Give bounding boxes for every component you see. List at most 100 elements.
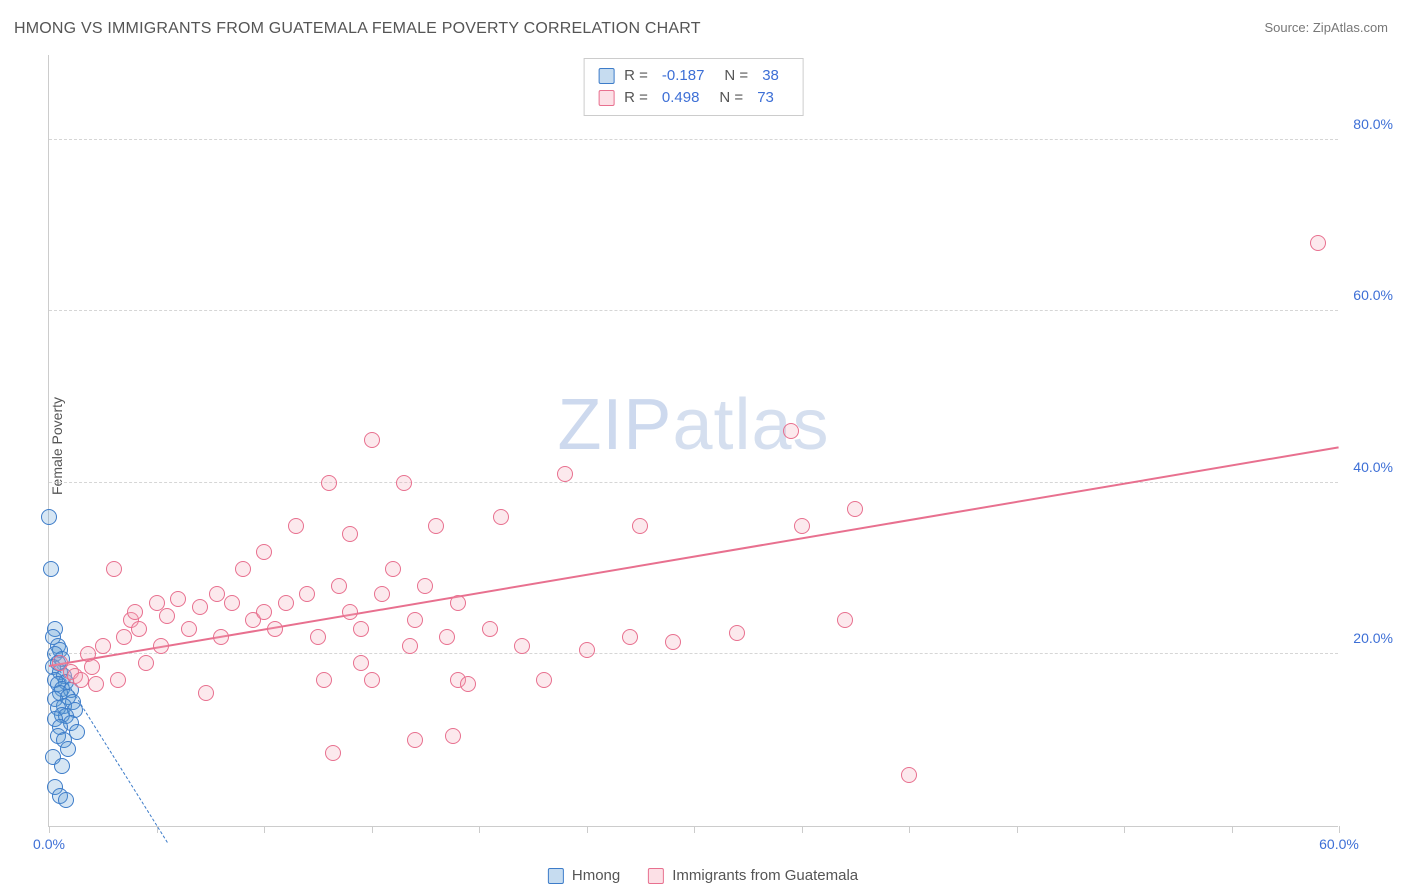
scatter-point — [316, 672, 332, 688]
scatter-point — [288, 518, 304, 534]
y-tick-label: 60.0% — [1353, 287, 1393, 303]
scatter-point — [901, 767, 917, 783]
scatter-point — [364, 672, 380, 688]
n-value: 73 — [757, 87, 774, 109]
scatter-point — [278, 595, 294, 611]
scatter-point — [428, 518, 444, 534]
scatter-point — [106, 561, 122, 577]
scatter-point — [192, 599, 208, 615]
scatter-point — [321, 475, 337, 491]
x-tick — [264, 826, 265, 833]
legend-swatch — [648, 868, 664, 884]
legend-item: Hmong — [548, 867, 620, 884]
scatter-point — [783, 423, 799, 439]
scatter-point — [138, 655, 154, 671]
scatter-point — [310, 629, 326, 645]
x-tick — [479, 826, 480, 833]
scatter-point — [665, 634, 681, 650]
scatter-point — [450, 595, 466, 611]
scatter-point — [209, 586, 225, 602]
scatter-point — [439, 629, 455, 645]
legend-label: Immigrants from Guatemala — [672, 867, 858, 884]
scatter-point — [84, 659, 100, 675]
scatter-point — [353, 655, 369, 671]
legend: Hmong Immigrants from Guatemala — [548, 867, 858, 884]
x-tick — [909, 826, 910, 833]
y-tick-label: 20.0% — [1353, 630, 1393, 646]
x-tick — [1017, 826, 1018, 833]
n-label: N = — [719, 87, 743, 109]
scatter-point — [256, 544, 272, 560]
scatter-point — [374, 586, 390, 602]
scatter-point — [43, 561, 59, 577]
scatter-point — [1310, 235, 1326, 251]
scatter-point — [235, 561, 251, 577]
scatter-point — [213, 629, 229, 645]
scatter-point — [364, 432, 380, 448]
source-attribution: Source: ZipAtlas.com — [1264, 20, 1388, 35]
scatter-point — [407, 732, 423, 748]
n-label: N = — [724, 65, 748, 87]
scatter-point — [170, 591, 186, 607]
scatter-point — [88, 676, 104, 692]
scatter-point — [402, 638, 418, 654]
scatter-point — [342, 604, 358, 620]
n-value: 38 — [762, 65, 779, 87]
scatter-point — [417, 578, 433, 594]
scatter-point — [837, 612, 853, 628]
x-tick — [49, 826, 50, 833]
x-tick — [372, 826, 373, 833]
scatter-point — [95, 638, 111, 654]
gridline — [49, 139, 1338, 140]
scatter-point — [482, 621, 498, 637]
legend-swatch — [548, 868, 564, 884]
legend-item: Immigrants from Guatemala — [648, 867, 858, 884]
r-value: 0.498 — [662, 87, 700, 109]
scatter-point — [353, 621, 369, 637]
r-label: R = — [624, 87, 648, 109]
chart-title: HMONG VS IMMIGRANTS FROM GUATEMALA FEMAL… — [14, 20, 701, 38]
scatter-point — [794, 518, 810, 534]
correlation-stats-box: R = -0.187 N = 38 R = 0.498 N = 73 — [583, 58, 804, 116]
scatter-point — [396, 475, 412, 491]
r-label: R = — [624, 65, 648, 87]
scatter-point — [127, 604, 143, 620]
scatter-point — [224, 595, 240, 611]
x-tick — [1232, 826, 1233, 833]
scatter-point — [159, 608, 175, 624]
scatter-point — [60, 741, 76, 757]
scatter-point — [622, 629, 638, 645]
gridline — [49, 653, 1338, 654]
scatter-point — [198, 685, 214, 701]
scatter-point — [41, 509, 57, 525]
x-tick — [802, 826, 803, 833]
scatter-point — [331, 578, 347, 594]
stats-row: R = 0.498 N = 73 — [598, 87, 789, 109]
scatter-point — [116, 629, 132, 645]
scatter-point — [632, 518, 648, 534]
scatter-point — [847, 501, 863, 517]
series-swatch — [598, 68, 614, 84]
scatter-plot: ZIPatlas R =-0.187N =38R =0.498N =73 20.… — [48, 55, 1338, 827]
scatter-point — [385, 561, 401, 577]
scatter-point — [181, 621, 197, 637]
x-tick — [1339, 826, 1340, 833]
scatter-point — [342, 526, 358, 542]
scatter-point — [256, 604, 272, 620]
scatter-point — [325, 745, 341, 761]
x-tick-label: 60.0% — [1319, 836, 1359, 852]
y-tick-label: 40.0% — [1353, 459, 1393, 475]
scatter-point — [54, 758, 70, 774]
scatter-point — [514, 638, 530, 654]
y-tick-label: 80.0% — [1353, 116, 1393, 132]
series-swatch — [598, 90, 614, 106]
x-tick-label: 0.0% — [33, 836, 65, 852]
trend-line — [49, 446, 1339, 667]
r-value: -0.187 — [662, 65, 705, 87]
gridline — [49, 482, 1338, 483]
stats-row: R = -0.187 N = 38 — [598, 65, 789, 87]
legend-label: Hmong — [572, 867, 620, 884]
scatter-point — [729, 625, 745, 641]
scatter-point — [445, 728, 461, 744]
scatter-point — [267, 621, 283, 637]
